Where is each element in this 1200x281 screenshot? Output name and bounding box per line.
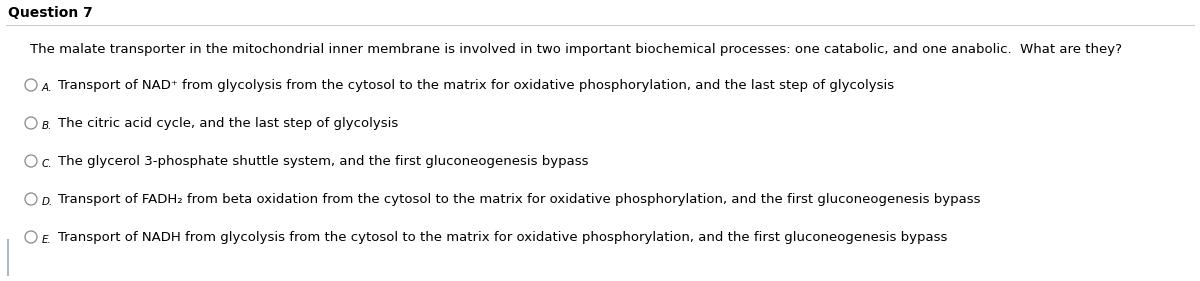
Text: E.: E. bbox=[42, 235, 52, 245]
Text: Transport of NADH from glycolysis from the cytosol to the matrix for oxidative p: Transport of NADH from glycolysis from t… bbox=[58, 230, 947, 244]
Text: The citric acid cycle, and the last step of glycolysis: The citric acid cycle, and the last step… bbox=[58, 117, 398, 130]
Text: C.: C. bbox=[42, 159, 53, 169]
Text: The malate transporter in the mitochondrial inner membrane is involved in two im: The malate transporter in the mitochondr… bbox=[30, 44, 1122, 56]
Text: Transport of FADH₂ from beta oxidation from the cytosol to the matrix for oxidat: Transport of FADH₂ from beta oxidation f… bbox=[58, 192, 980, 205]
Text: Question 7: Question 7 bbox=[8, 6, 92, 20]
Text: Transport of NAD⁺ from glycolysis from the cytosol to the matrix for oxidative p: Transport of NAD⁺ from glycolysis from t… bbox=[58, 78, 894, 92]
Text: B.: B. bbox=[42, 121, 53, 131]
Text: A.: A. bbox=[42, 83, 53, 93]
Text: The glycerol 3-phosphate shuttle system, and the first gluconeogenesis bypass: The glycerol 3-phosphate shuttle system,… bbox=[58, 155, 588, 167]
Text: D.: D. bbox=[42, 197, 53, 207]
